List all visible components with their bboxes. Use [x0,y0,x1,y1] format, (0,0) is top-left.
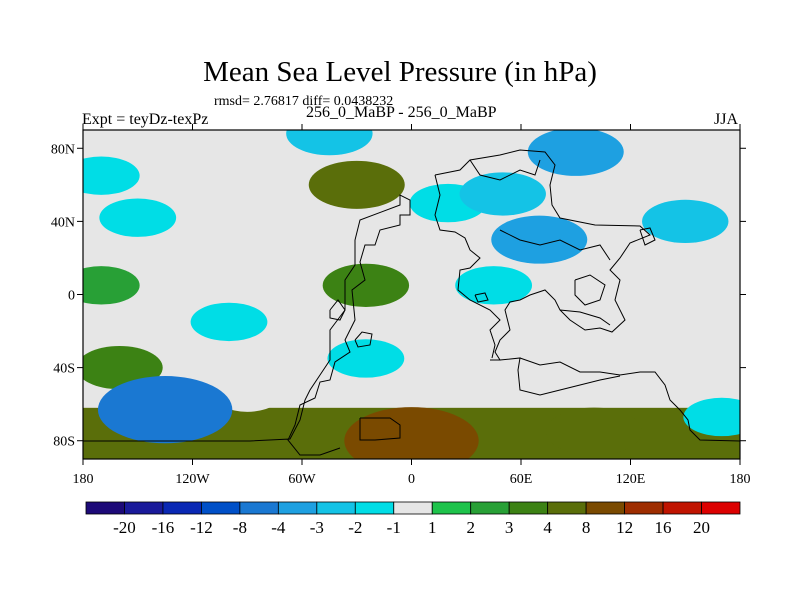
field-feature [459,172,546,216]
colorbar-label: 4 [543,518,552,537]
colorbar: -20 -16 -12 -8 -4 -3 -2 -1 1 2 3 4 8 12 16 20 [85,501,741,537]
experiment-label: Expt = teyDz-texPz [82,111,209,128]
coastlines [83,149,740,456]
field-feature [683,397,740,437]
x-tick-label: 60E [510,472,533,487]
colorbar-label: -2 [348,518,362,537]
field-feature [642,199,729,243]
colorbar-box [585,501,625,515]
x-tick-label: 180 [730,472,751,487]
y-tick-label: 40N [51,215,75,230]
colorbar-box [508,501,549,515]
x-tick-label: 60W [288,472,316,487]
colorbar-box [201,501,241,515]
colorbar-box [277,501,318,515]
field-feature [286,130,373,156]
y-tick-label: 80S [53,435,75,450]
colorbar-label: 1 [428,518,437,537]
colorbar-box [547,501,587,515]
x-axis: 180 120W 60W 0 60E 120E 180 [73,124,751,487]
field-feature [99,198,177,237]
colorbar-box [624,501,664,515]
colorbar-box [431,501,472,515]
experiment-name: 256_0_MaBP - 256_0_MaBP [306,104,497,121]
field-feature [97,376,233,444]
x-tick-label: 180 [73,472,94,487]
colorbar-box [701,501,741,515]
colorbar-box [162,501,202,515]
colorbar-label: -12 [190,518,213,537]
y-tick-label: 0 [68,289,75,304]
field-feature [190,302,268,342]
colorbar-box [393,501,433,515]
colorbar-label: -16 [152,518,175,537]
y-tick-label: 40S [53,362,75,377]
field-feature [241,204,309,239]
colorbar-label: 3 [505,518,514,537]
colorbar-label: 16 [655,518,672,537]
stats-label: rmsd= 2.76817 diff= 0.0438232 [214,94,394,109]
x-tick-label: 0 [408,472,415,487]
field-feature [546,407,642,456]
field-feature [527,130,624,176]
colorbar-box [316,501,356,515]
field-feature [158,250,227,284]
colorbar-label: -1 [387,518,401,537]
chart-title: Mean Sea Level Pressure (in hPa) [203,56,597,88]
season-label: JJA [714,111,739,128]
colorbar-box [239,501,279,515]
colorbar-label: -3 [310,518,324,537]
field-feature [491,215,588,264]
y-axis: 80N 40N 0 40S 80S [51,142,746,450]
contour-field [83,130,740,459]
field-feature [327,339,405,378]
field-feature [83,266,140,305]
y-tick-label: 80N [51,142,75,157]
colorbar-label: 12 [616,518,633,537]
colorbar-label: -20 [113,518,136,537]
colorbar-box [124,501,164,515]
field-feature [455,266,533,305]
colorbar-box [662,501,702,515]
colorbar-label: -8 [233,518,247,537]
field-feature [308,160,405,209]
x-tick-label: 120E [616,472,646,487]
field-feature [83,156,140,195]
field-feature [679,277,740,312]
colorbar-label: -4 [271,518,286,537]
x-tick-label: 120W [175,472,210,487]
field-feature [432,350,500,385]
field-feature [344,407,479,459]
colorbar-label: 20 [693,518,710,537]
colorbar-box [470,501,510,515]
colorbar-label: 8 [582,518,591,537]
field-feature [322,263,410,307]
colorbar-label: 2 [466,518,475,537]
colorbar-box [354,501,395,515]
colorbar-box [85,501,125,515]
